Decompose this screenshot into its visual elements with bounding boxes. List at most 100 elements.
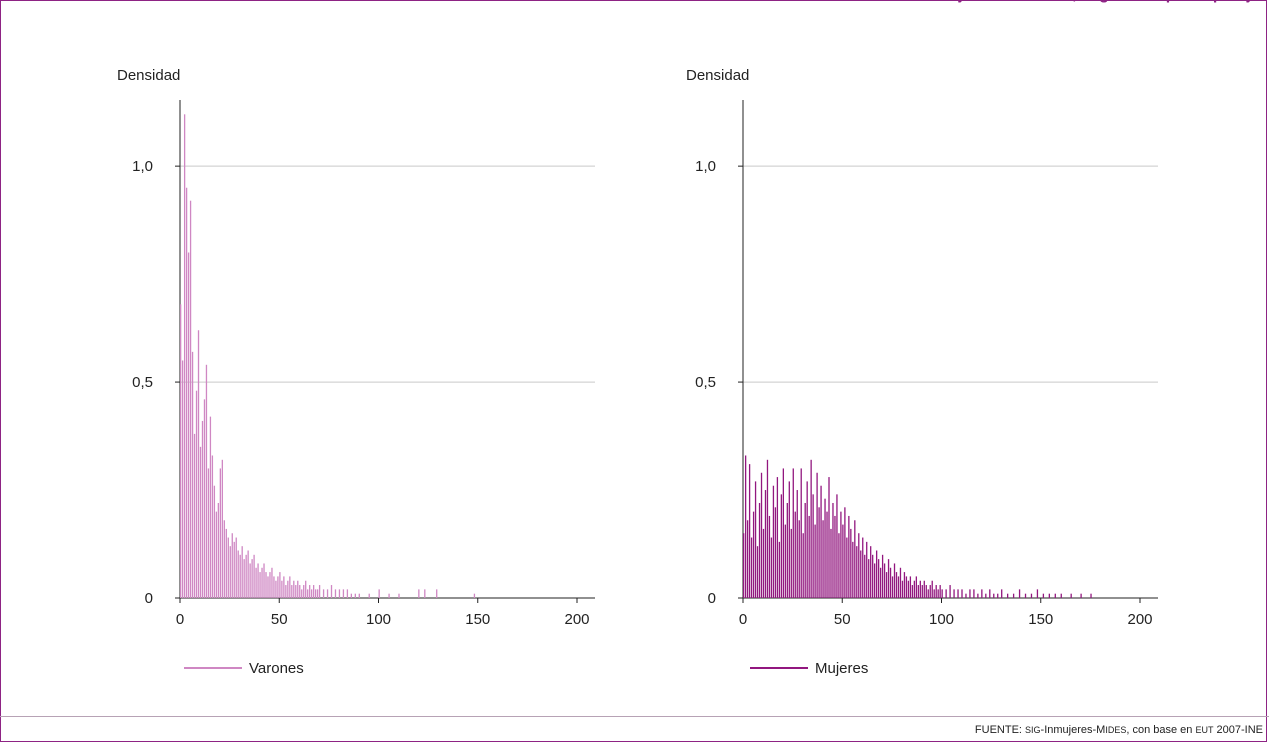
y-axis-title: Densidad [117, 67, 180, 84]
bar [941, 589, 943, 598]
bar [219, 468, 221, 598]
bar [231, 533, 233, 598]
bar [303, 585, 305, 598]
bar [796, 490, 798, 598]
bar [1060, 593, 1062, 598]
bar [255, 567, 257, 598]
bar [907, 580, 910, 598]
bar [191, 351, 194, 598]
bar [305, 580, 307, 598]
bar [877, 559, 880, 598]
bar [239, 554, 241, 598]
bar [911, 585, 914, 598]
x-tick-label: 150 [1028, 611, 1053, 628]
bar [287, 580, 289, 598]
x-tick-label: 200 [1127, 611, 1152, 628]
bar [842, 524, 844, 598]
bar [816, 472, 818, 598]
bar [766, 459, 769, 598]
y-tick-label: 0,5 [695, 374, 716, 391]
bar [309, 585, 311, 598]
bar [316, 589, 319, 598]
bar [237, 550, 239, 598]
bar [895, 572, 898, 598]
bar [770, 537, 773, 598]
bar [772, 485, 775, 598]
bar [957, 589, 959, 598]
bar [265, 572, 267, 598]
bar [293, 580, 295, 598]
y-tick-label: 0 [708, 590, 716, 607]
bar [929, 585, 931, 598]
bar [802, 533, 804, 598]
bar [1018, 589, 1021, 598]
bar [322, 589, 325, 598]
bar [939, 585, 941, 598]
bar [820, 485, 822, 598]
x-tick-label: 100 [929, 611, 954, 628]
bar [921, 585, 923, 598]
bar [289, 576, 291, 598]
bar [245, 554, 247, 598]
bar [205, 364, 208, 598]
bar [814, 524, 816, 598]
bar [919, 580, 921, 598]
bar [812, 494, 814, 598]
bar [213, 485, 216, 598]
bar [746, 520, 749, 598]
bar [887, 559, 890, 598]
bar [872, 554, 874, 598]
bar [368, 593, 370, 598]
y-tick-label: 1,0 [695, 158, 716, 175]
bar [808, 515, 810, 598]
bar [281, 580, 283, 598]
bar [183, 114, 186, 599]
bar [207, 468, 210, 598]
bar [185, 187, 188, 599]
bar [925, 585, 927, 598]
bar [358, 593, 360, 598]
bar [864, 554, 866, 598]
bar [247, 550, 249, 598]
bar [856, 546, 858, 598]
bar [342, 589, 345, 598]
bar [1001, 589, 1003, 598]
bar [750, 537, 753, 598]
bar [243, 559, 245, 598]
bar [259, 572, 261, 598]
bar [378, 589, 380, 598]
bar [989, 589, 991, 598]
bar [917, 585, 919, 598]
bar [267, 576, 269, 598]
bar [879, 567, 882, 598]
bar [225, 528, 227, 598]
y-tick-label: 1,0 [132, 158, 153, 175]
bar [860, 550, 862, 598]
bar [794, 511, 796, 598]
bar [985, 593, 987, 598]
bar [314, 589, 317, 598]
x-tick-label: 50 [271, 611, 288, 628]
bar [899, 567, 902, 598]
bar [868, 559, 870, 598]
bar [764, 490, 767, 598]
bar [201, 420, 204, 598]
bar [848, 515, 850, 598]
bar [271, 567, 273, 598]
bar [1090, 593, 1092, 598]
bar [277, 576, 279, 598]
bar [774, 507, 777, 598]
bar [229, 546, 231, 598]
source-ides: IDES [1105, 725, 1127, 735]
bar [893, 563, 896, 598]
bar [261, 567, 263, 598]
bar [826, 511, 828, 598]
bar [889, 567, 892, 598]
bar [209, 416, 212, 598]
bar [830, 528, 832, 598]
source-eut: EUT [1195, 725, 1214, 735]
bar [792, 468, 794, 598]
bar [283, 576, 285, 598]
bar [760, 472, 763, 598]
bar [969, 589, 971, 598]
